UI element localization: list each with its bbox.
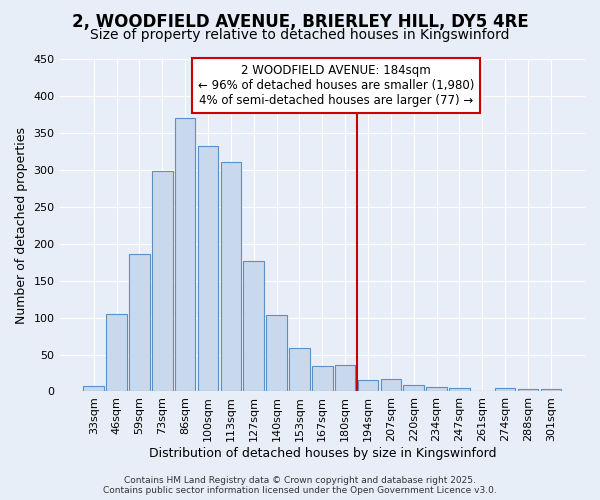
Bar [221,162,241,392]
Bar [541,388,561,392]
Y-axis label: Number of detached properties: Number of detached properties [15,126,28,324]
Bar [495,388,515,392]
Text: 2 WOODFIELD AVENUE: 184sqm
← 96% of detached houses are smaller (1,980)
4% of se: 2 WOODFIELD AVENUE: 184sqm ← 96% of deta… [198,64,474,107]
Bar [175,118,196,392]
Text: 2, WOODFIELD AVENUE, BRIERLEY HILL, DY5 4RE: 2, WOODFIELD AVENUE, BRIERLEY HILL, DY5 … [71,12,529,30]
Bar [335,365,355,392]
Bar [106,314,127,392]
Bar [449,388,470,392]
Bar [152,172,173,392]
Bar [83,386,104,392]
X-axis label: Distribution of detached houses by size in Kingswinford: Distribution of detached houses by size … [149,447,496,460]
Bar [198,146,218,392]
Bar [312,366,332,392]
Bar [426,387,447,392]
Bar [266,316,287,392]
Bar [358,380,378,392]
Bar [380,379,401,392]
Text: Contains HM Land Registry data © Crown copyright and database right 2025.
Contai: Contains HM Land Registry data © Crown c… [103,476,497,495]
Bar [289,348,310,392]
Bar [518,388,538,392]
Text: Size of property relative to detached houses in Kingswinford: Size of property relative to detached ho… [90,28,510,42]
Bar [129,254,150,392]
Bar [403,385,424,392]
Bar [244,260,264,392]
